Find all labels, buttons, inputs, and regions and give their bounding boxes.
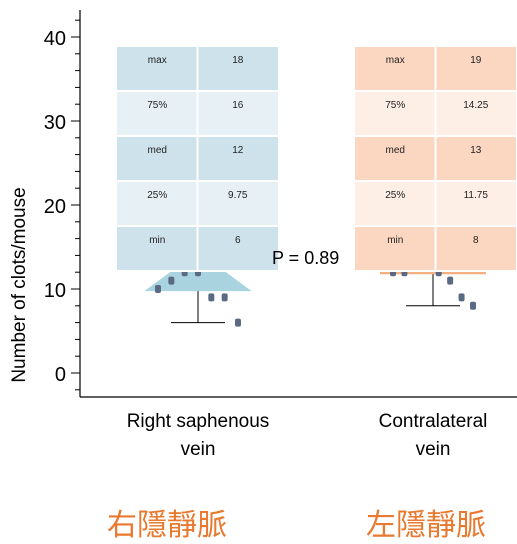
chinese-label-right: 右隱靜脈 [107, 508, 227, 543]
x-category-label: Contralateral [379, 411, 488, 432]
data-point [458, 293, 465, 302]
data-point [470, 301, 476, 310]
stat-value: 12 [232, 145, 244, 156]
y-tick-label: 30 [44, 112, 66, 134]
stat-value: 19 [470, 55, 482, 66]
data-point [155, 285, 161, 293]
stat-name: 25% [147, 190, 167, 201]
stat-name: med [148, 145, 167, 156]
y-tick-label: 20 [44, 196, 66, 218]
stat-value: 9.75 [228, 190, 248, 201]
data-point [168, 276, 175, 285]
stat-value: 8 [473, 235, 479, 246]
stat-value: 13 [470, 145, 482, 156]
stat-value: 14.25 [463, 100, 488, 111]
x-category-label: Right saphenous [127, 411, 270, 432]
x-axis-labels: Right saphenous vein Contralateral vein [127, 411, 488, 460]
y-axis-label: Number of clots/mouse [9, 187, 30, 382]
stat-name: med [386, 145, 405, 156]
y-tick-label: 10 [44, 280, 66, 302]
data-point [235, 318, 241, 327]
stat-name: max [148, 55, 167, 66]
chinese-label-left: 左隱靜脈 [366, 508, 486, 543]
data-point [208, 293, 215, 302]
x-category-label: vein [181, 439, 216, 460]
stat-value: 18 [232, 55, 244, 66]
x-category-label: vein [416, 439, 451, 460]
stat-name: 25% [385, 190, 405, 201]
stat-value: 6 [235, 235, 241, 246]
stat-value: 16 [232, 100, 244, 111]
stat-name: min [387, 235, 403, 246]
stat-name: 75% [147, 100, 167, 111]
p-value-label: P = 0.89 [272, 248, 339, 268]
stat-name: max [386, 55, 405, 66]
y-axis: 0 10 20 30 40 [44, 10, 517, 398]
y-tick-label: 0 [55, 364, 66, 386]
data-point [221, 293, 228, 302]
stat-tables-layer: max 18 75% 16 med 12 25% 9.75 min 6 max 19 75% 14.25 m… [117, 47, 516, 272]
data-point [447, 276, 454, 285]
stat-name: min [149, 235, 165, 246]
y-tick-label: 40 [44, 28, 66, 50]
stat-value: 11.75 [464, 190, 489, 201]
stat-name: 75% [385, 100, 405, 111]
